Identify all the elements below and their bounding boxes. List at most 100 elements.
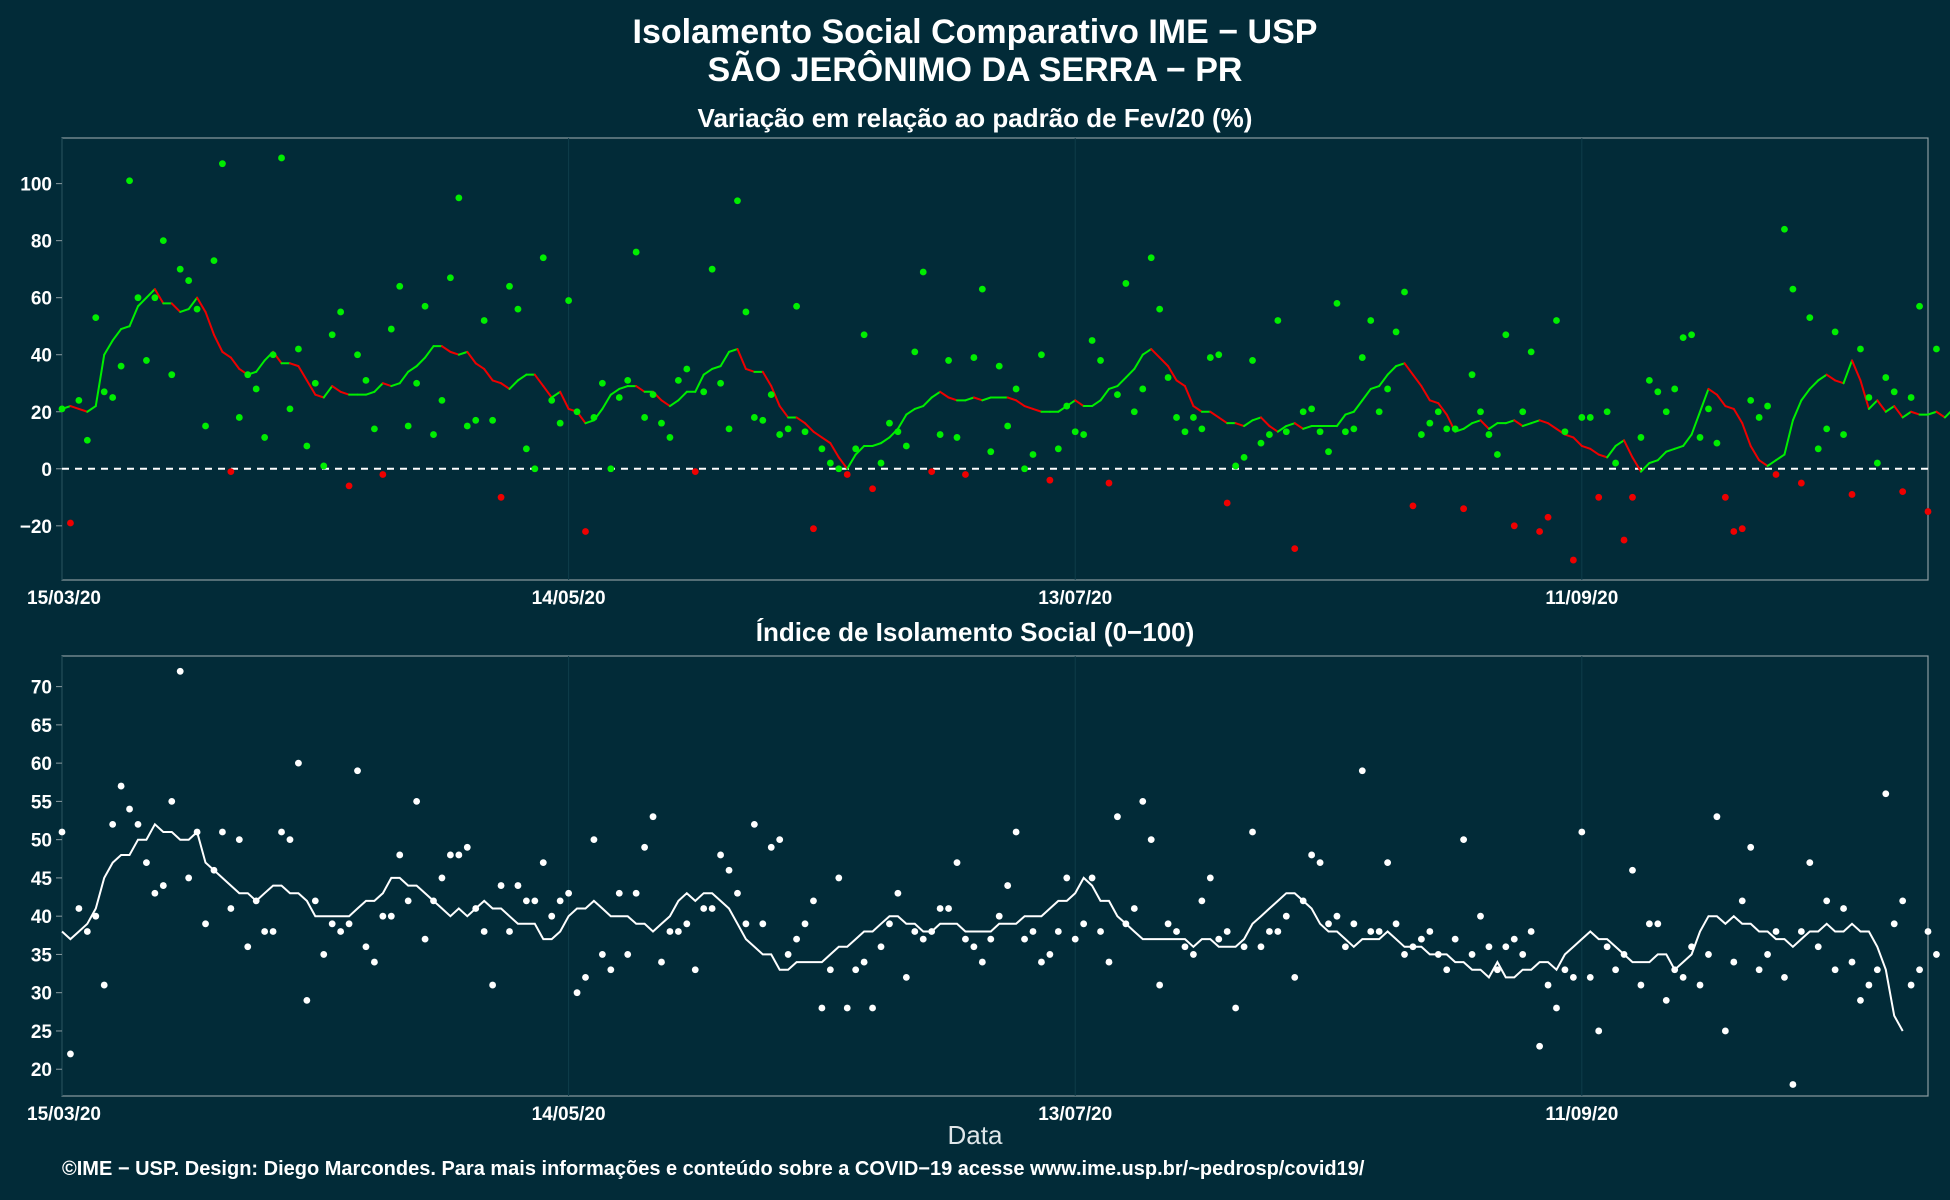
- data-point: [1933, 951, 1940, 958]
- data-point: [472, 416, 480, 424]
- data-point: [700, 388, 708, 396]
- moving-average-segment: [179, 308, 190, 313]
- data-point: [1409, 943, 1417, 951]
- moving-average-segment: [1884, 405, 1896, 413]
- data-point: [953, 859, 961, 867]
- data-point: [1147, 254, 1155, 262]
- data-point: [159, 882, 167, 889]
- data-point: [1924, 508, 1932, 515]
- data-point: [278, 154, 285, 162]
- data-point: [438, 396, 446, 404]
- data-point: [1308, 405, 1316, 413]
- moving-average-segment: [1758, 459, 1769, 467]
- data-point: [371, 958, 378, 966]
- moving-average-segment: [415, 356, 427, 368]
- moving-average-segment: [804, 422, 815, 433]
- data-point: [835, 465, 843, 473]
- data-point: [1350, 425, 1358, 433]
- data-point: [649, 813, 657, 821]
- data-point: [1130, 408, 1138, 416]
- data-point: [1721, 493, 1729, 501]
- data-point: [962, 935, 969, 943]
- index-y-tick-label: 65: [31, 716, 53, 737]
- data-point: [1105, 958, 1113, 966]
- data-point: [1586, 414, 1594, 421]
- data-point: [1696, 434, 1704, 441]
- data-point: [1139, 797, 1147, 805]
- data-point: [1274, 317, 1282, 324]
- panel-variation-title: Variação em relação ao padrão de Fev/20 …: [697, 103, 1253, 133]
- data-point: [1105, 479, 1113, 487]
- data-point: [1122, 920, 1130, 928]
- moving-average-segment: [322, 385, 334, 399]
- data-point: [1004, 422, 1012, 430]
- data-point: [860, 331, 868, 339]
- moving-average-segment: [1167, 365, 1178, 382]
- moving-average-segment: [1006, 396, 1018, 402]
- moving-average-segment: [778, 405, 790, 419]
- data-point: [978, 958, 986, 966]
- moving-average-segment: [584, 419, 595, 425]
- moving-average-segment: [1335, 413, 1347, 428]
- moving-average-segment: [483, 367, 494, 382]
- data-point: [1097, 357, 1104, 364]
- moving-average-segment: [1580, 444, 1592, 450]
- data-point: [185, 277, 193, 284]
- data-point: [1190, 951, 1197, 958]
- moving-average-segment: [1091, 399, 1102, 408]
- data-point: [1451, 425, 1459, 433]
- data-point: [371, 425, 378, 433]
- data-point: [117, 782, 125, 790]
- data-point: [970, 943, 978, 951]
- variation-y-tick-label: 40: [31, 346, 52, 367]
- data-point: [328, 331, 336, 339]
- data-point: [1384, 385, 1392, 393]
- data-point: [1502, 943, 1510, 951]
- data-point: [1156, 981, 1164, 989]
- data-point: [936, 431, 944, 438]
- data-point: [708, 905, 716, 912]
- data-point: [869, 1004, 876, 1012]
- data-point: [573, 989, 581, 997]
- data-point: [497, 493, 505, 501]
- moving-average-segment: [94, 353, 106, 408]
- data-point: [683, 920, 691, 928]
- data-point: [1282, 428, 1290, 436]
- data-point: [446, 274, 454, 282]
- data-point: [1088, 337, 1096, 344]
- data-point: [1916, 966, 1923, 974]
- data-point: [1325, 448, 1332, 456]
- data-point: [1519, 408, 1527, 416]
- data-point: [1553, 1004, 1560, 1012]
- data-point: [159, 237, 167, 245]
- data-point: [83, 436, 91, 444]
- moving-average-segment: [1572, 436, 1583, 447]
- data-point: [1612, 966, 1619, 974]
- data-point: [852, 966, 860, 974]
- data-point: [1071, 428, 1079, 436]
- moving-average-segment: [1673, 444, 1685, 450]
- data-point: [539, 254, 547, 262]
- data-point: [1797, 928, 1805, 935]
- data-point: [168, 797, 176, 805]
- index-x-tick-label: 11/09/20: [1545, 1104, 1618, 1125]
- data-point: [151, 889, 159, 897]
- data-point: [767, 391, 775, 399]
- data-point: [1240, 943, 1248, 951]
- data-point: [1426, 928, 1434, 935]
- moving-average-segment: [1589, 447, 1600, 456]
- data-point: [835, 874, 843, 882]
- variation-y-tick-label: 80: [31, 232, 52, 253]
- moving-average-segment: [1715, 393, 1727, 408]
- moving-average-segment: [1876, 399, 1887, 413]
- data-point: [176, 667, 184, 675]
- moving-average-segment: [1471, 419, 1482, 425]
- moving-average-segment: [1369, 385, 1381, 390]
- moving-average-segment: [255, 359, 266, 373]
- data-point: [446, 851, 454, 859]
- data-point: [852, 445, 860, 453]
- data-point: [1434, 951, 1442, 958]
- moving-average-segment: [1158, 356, 1170, 368]
- data-point: [311, 897, 319, 905]
- data-point: [455, 851, 463, 859]
